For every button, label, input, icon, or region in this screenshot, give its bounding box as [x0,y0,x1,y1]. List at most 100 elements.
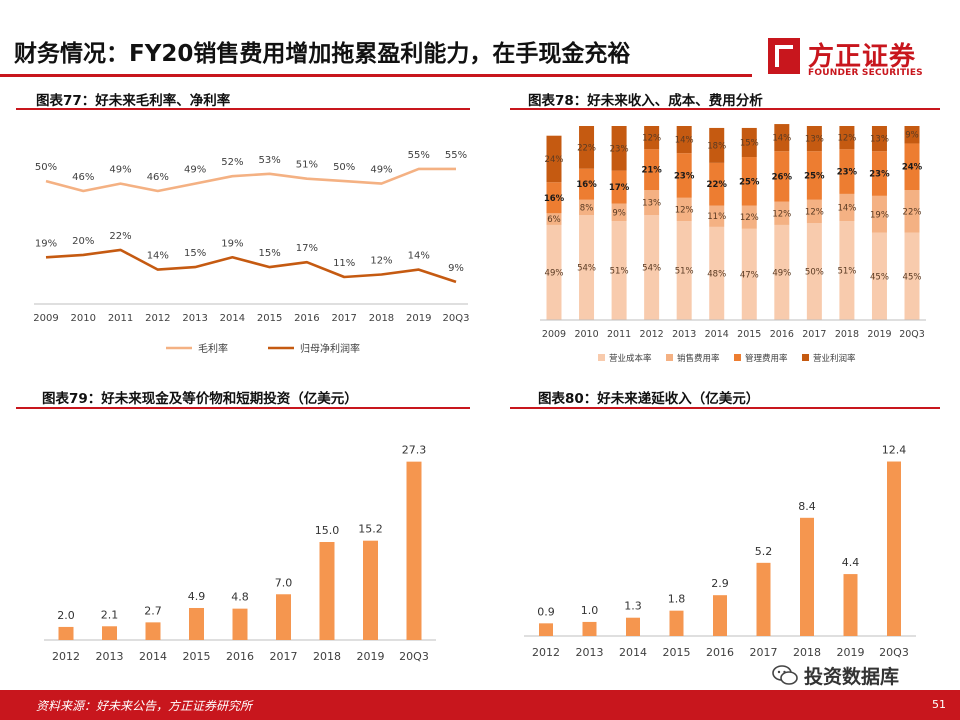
fig78-bar-segment [579,215,595,320]
fig78-legend-label: 销售费用率 [677,353,720,364]
fig78-chart: 49% 6% 16% 24% 2009 54% 8% 16% 22% 2010 51% 9% 17% 23… [510,112,940,374]
fig78-bar-segment [676,126,692,154]
fig78-data-label: 22% [707,180,728,190]
fig77-data-label: 55% [408,150,430,161]
fig80-x-tick-label: 2017 [750,646,778,659]
fig77-data-label: 15% [184,248,206,259]
fig78-bar-segment [644,215,660,320]
fig79-x-tick-label: 2015 [183,650,211,663]
fig80-x-tick-label: 2018 [793,646,821,659]
fig77-caption-rule [16,108,470,110]
fig77-data-label: 19% [35,238,57,249]
fig78-bar-segment [579,168,595,200]
fig78-data-label: 22% [903,207,922,217]
fig78-caption-rule [510,108,940,110]
fig78-bar-segment [871,126,887,152]
fig80-chart: 0.9 2012 1.0 2013 1.3 2014 1.8 2015 2.9 2016 5.2 20… [510,412,940,674]
fig79-data-label: 7.0 [275,576,293,589]
fig77-data-label: 15% [259,248,281,259]
fig77-caption: 图表77：好未来毛利率、净利率 [36,93,231,109]
fig78-data-label: 51% [837,267,856,277]
fig77-x-tick-label: 2011 [108,313,133,324]
fig77-data-label: 51% [296,160,318,171]
fig78-data-label: 17% [609,183,630,193]
fig80-data-label: 1.3 [624,600,642,613]
fig78-legend-swatch [802,354,809,361]
fig79-chart: 2.0 2012 2.1 2013 2.7 2014 4.9 2015 4.8 2016 7.0 20… [16,412,470,674]
fig80-data-label: 2.9 [711,577,729,590]
fig80-x-tick-label: 2012 [532,646,560,659]
fig78-bar-segment [871,151,887,196]
fig77-data-label: 55% [445,150,467,161]
fig80-bar [626,617,640,636]
fig79-x-tick-label: 2012 [52,650,80,663]
fig79-data-label: 4.8 [231,591,249,604]
fig77-data-label: 9% [448,263,464,274]
fig78-data-label: 47% [740,270,759,280]
fig78-data-label: 14% [675,136,694,146]
fig78-x-tick-label: 2017 [802,329,826,340]
fig78-data-label: 48% [707,269,726,279]
fig79-data-label: 15.0 [315,524,340,537]
fig77-data-label: 17% [296,243,318,254]
fig78-bar-segment [676,153,692,198]
fig78-data-label: 14% [772,134,791,144]
fig79-bar [232,608,248,640]
fig78-data-label: 16% [544,194,565,204]
fig77-x-tick-label: 2017 [331,313,356,324]
fig78-data-label: 12% [675,205,694,215]
fig78-bar-segment [741,228,757,320]
fig80-x-tick-label: 2015 [663,646,691,659]
fig78-bar-segment [644,149,660,191]
fig80-caption-rule [510,407,940,409]
fig78-x-tick-label: 2015 [737,329,761,340]
fig78-data-label: 13% [805,135,824,145]
fig77-x-tick-label: 2015 [257,313,282,324]
fig80-bar [713,595,727,636]
logo-subtitle: FOUNDER SECURITIES [808,68,923,78]
fig80-data-label: 5.2 [755,545,773,558]
fig77-data-label: 14% [147,251,169,262]
fig78-legend-swatch [666,354,673,361]
fig80-x-tick-label: 2019 [837,646,865,659]
fig77-x-tick-label: 2014 [220,313,245,324]
fig78-bar-segment [839,221,855,320]
fig79-bar [189,607,204,640]
fig77-x-tick-label: 2016 [294,313,319,324]
fig78-x-tick-label: 2011 [607,329,631,340]
fig80-bar [582,621,597,636]
fig79-data-label: 15.2 [358,523,383,536]
fig77-legend-label: 毛利率 [198,342,228,355]
fig77-data-label: 46% [72,172,94,183]
fig77-x-tick-label: 2018 [369,313,394,324]
fig78-legend-label: 管理费用率 [745,353,788,364]
fig77-data-label: 49% [370,165,392,176]
fig78-bar-segment [546,135,562,183]
fig77-data-label: 20% [72,236,94,247]
fig80-bar [756,562,771,636]
fig79-bar [145,622,161,640]
watermark: 投资数据库 [772,662,932,688]
fig79-bar [406,461,422,640]
fig78-svg: 49% 6% 16% 24% 2009 54% 8% 16% 22% 2010 51% 9% 17% 23… [540,124,926,364]
fig78-data-label: 50% [805,268,824,278]
fig78-data-label: 24% [545,155,564,165]
fig78-bar-segment [709,226,725,320]
fig78-data-label: 54% [577,264,596,274]
fig78-bar-segment [676,221,692,320]
fig77-x-tick-label: 2013 [182,313,207,324]
fig79-bar [102,626,117,640]
page-title: 财务情况：FY20销售费用增加拖累盈利能力，在手现金充裕 [14,41,631,67]
fig78-bar-segment [774,201,790,225]
fig78-legend-label: 营业利润率 [813,353,856,364]
fig78-bar-segment [611,221,627,320]
fig78-bar-segment [806,223,822,320]
fig78-data-label: 54% [642,264,661,274]
wechat-icon [772,665,798,685]
fig78-bar-segment [904,126,920,144]
fig80-bar [539,623,553,636]
fig77-x-tick-label: 2019 [406,313,431,324]
fig78-data-label: 19% [870,210,889,220]
fig78-data-label: 9% [905,131,919,141]
logo-name: 方正证券 [808,42,917,72]
